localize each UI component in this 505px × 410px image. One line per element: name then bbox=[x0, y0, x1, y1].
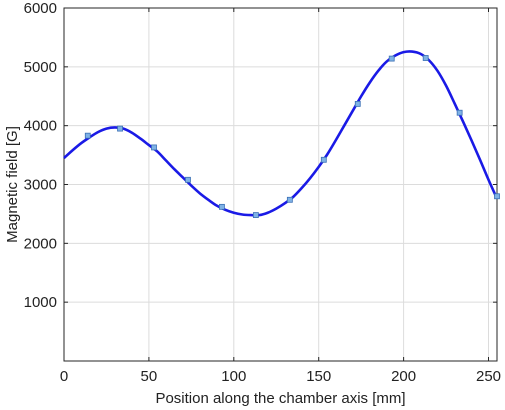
y-tick-label: 2000 bbox=[24, 235, 57, 252]
data-point bbox=[456, 109, 463, 116]
series bbox=[63, 50, 500, 218]
data-point bbox=[320, 156, 327, 163]
x-tick-label: 0 bbox=[60, 368, 68, 385]
data-point bbox=[151, 144, 157, 151]
data-point bbox=[84, 132, 91, 139]
data-point bbox=[219, 203, 225, 210]
grid bbox=[64, 8, 497, 361]
x-axis-label: Position along the chamber axis [mm] bbox=[155, 390, 405, 407]
y-tick-label: 3000 bbox=[24, 177, 57, 194]
data-point bbox=[354, 100, 361, 107]
y-tick-label: 1000 bbox=[24, 294, 57, 311]
data-point bbox=[494, 193, 500, 200]
y-axis-label: Magnetic field [G] bbox=[4, 126, 21, 243]
y-tick-label: 6000 bbox=[24, 0, 57, 17]
x-tick-label: 100 bbox=[221, 368, 246, 385]
data-point bbox=[185, 176, 191, 183]
y-tick-label: 4000 bbox=[24, 118, 57, 135]
data-point bbox=[117, 125, 123, 132]
y-tick-label: 5000 bbox=[24, 59, 57, 76]
x-tick-label: 200 bbox=[391, 368, 416, 385]
axis-ticks: 0 50 100 150 200 250 1000 2000 3000 4000 5000 6000 bbox=[24, 0, 501, 385]
data-point bbox=[422, 55, 429, 61]
data-point bbox=[252, 212, 259, 218]
series-line bbox=[63, 50, 499, 217]
data-point bbox=[286, 196, 293, 203]
x-tick-label: 50 bbox=[141, 368, 158, 385]
x-tick-label: 250 bbox=[476, 368, 501, 385]
x-tick-label: 150 bbox=[306, 368, 331, 385]
data-point bbox=[388, 55, 395, 62]
